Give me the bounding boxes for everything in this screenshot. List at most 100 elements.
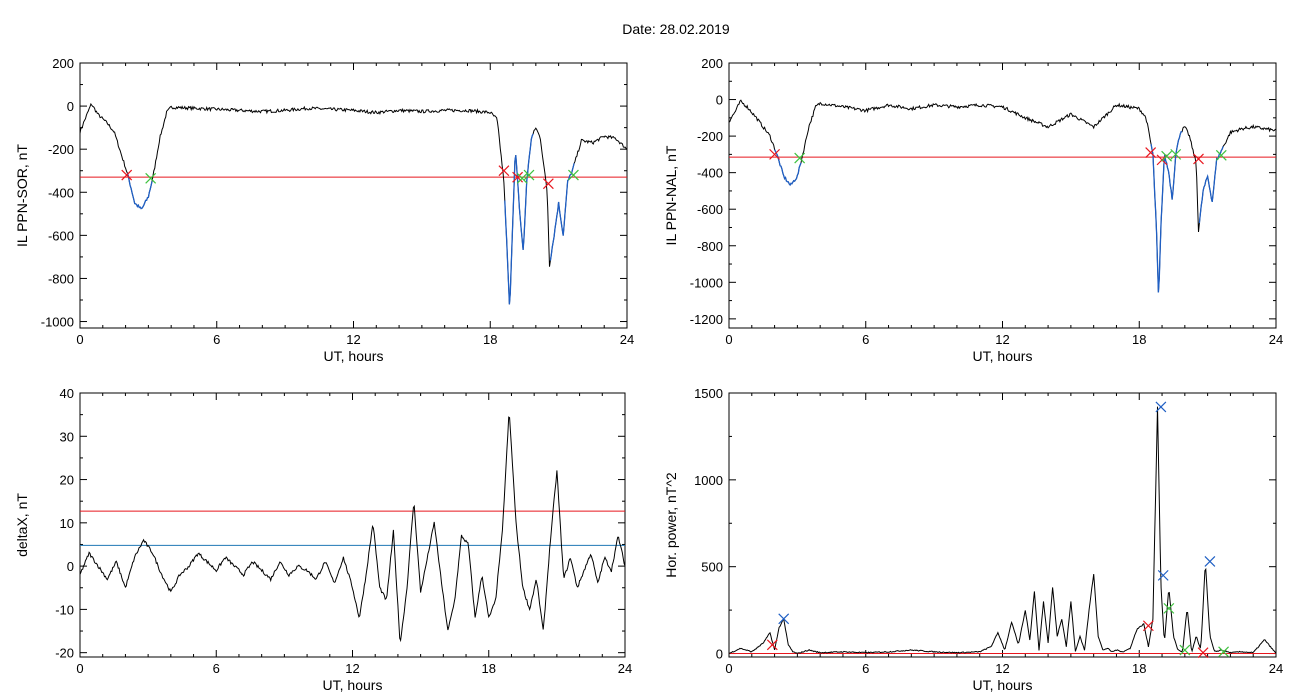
x-tick-label: 6 [862,661,869,676]
end-marker [1163,602,1175,614]
x-axis-label: UT, hours [323,677,383,693]
plot-area [80,416,625,643]
x-tick-label: 18 [1132,661,1146,676]
y-tick-label: -200 [48,142,74,157]
y-tick-label: 0 [67,559,74,574]
plot-frame [79,392,626,658]
highlight-segment [774,149,802,187]
y-tick-label: -200 [697,129,723,144]
highlight-segment [126,172,153,210]
y-tick-label: -600 [697,202,723,217]
y-tick-label: -600 [48,228,74,243]
start-marker [769,148,781,160]
x-tick-label: 12 [995,661,1009,676]
y-axis-label: IL PPN-SOR, nT [14,144,30,247]
x-tick-label: 18 [483,332,497,347]
start-marker [1145,147,1157,158]
y-tick-label: 40 [60,386,74,401]
start-marker [1156,154,1168,166]
y-tick-label: 0 [67,99,74,114]
chart-panel-2: 0 6 12 18 24 200 0 -200 -400 -600 -800 -1000 -1200 UT… [663,56,1283,364]
end-marker [145,172,157,184]
peak-marker [1155,401,1167,413]
highlight-segment [1198,146,1224,224]
end-marker [523,169,535,181]
figure-title: Date: 28.02.2019 [622,21,730,37]
x-tick-label: 0 [76,332,83,347]
plot-frame [79,62,628,329]
x-tick-label: 0 [725,661,732,676]
x-tick-label: 18 [1132,332,1146,347]
x-tick-label: 24 [1269,661,1283,676]
y-tick-label: -1000 [690,275,723,290]
end-marker [1170,148,1182,160]
x-tick-label: 18 [482,661,496,676]
plot-frame [728,62,1277,329]
series-line [80,102,627,305]
y-tick-label: -800 [48,271,74,286]
start-marker [1193,153,1204,165]
y-tick-label: -400 [697,166,723,181]
start-marker [1142,620,1154,632]
series-line [729,99,1276,293]
y-tick-label: 1500 [694,386,723,401]
end-marker [568,169,579,181]
start-marker [498,165,510,177]
end-marker [1218,646,1230,658]
plot-frame [728,392,1277,658]
y-tick-label: 20 [60,473,74,488]
y-axis-label: Hor. power, nT^2 [663,472,679,578]
chart-panel-3: 0 6 12 18 24 40 30 20 10 0 -10 -20 UT, hours deltaX, … [14,386,632,693]
x-tick-label: 24 [620,332,634,347]
y-tick-label: -800 [697,239,723,254]
end-marker [794,152,806,164]
highlight-segment [549,163,575,261]
end-marker [1215,149,1227,161]
x-tick-label: 6 [213,661,220,676]
chart-panel-1: 0 6 12 18 24 200 0 -200 -400 -600 -800 -1000 UT, hou… [14,56,634,364]
plot-area [729,99,1276,293]
y-tick-label: 1000 [694,473,723,488]
y-tick-label: 10 [60,516,74,531]
start-marker [512,171,524,183]
x-tick-label: 0 [76,661,83,676]
peak-marker [1157,569,1169,581]
end-marker [1161,150,1173,162]
x-tick-label: 6 [862,332,869,347]
y-tick-label: -10 [55,602,74,617]
y-axis-label: IL PPN-NAL, nT [663,145,679,245]
x-tick-label: 24 [618,661,632,676]
y-tick-label: 30 [60,429,74,444]
plot-area [729,406,1276,655]
plot-area [80,102,627,305]
y-tick-label: 500 [701,560,723,575]
y-tick-label: 200 [701,56,723,71]
start-marker [542,178,554,190]
start-marker [766,639,778,651]
peak-marker [1204,556,1216,567]
x-axis-label: UT, hours [973,677,1033,693]
highlight-segment [1150,131,1183,293]
peak-marker [778,613,790,625]
series-line [729,406,1276,654]
start-marker [121,169,133,181]
end-marker [1179,644,1191,656]
x-tick-label: 6 [213,332,220,347]
chart-panel-4: 0 6 12 18 24 1500 1000 500 0 UT, hours Hor. power,… [663,386,1283,693]
y-tick-label: -400 [48,185,74,200]
series-line [80,416,625,643]
start-marker [1197,647,1209,659]
x-axis-label: UT, hours [324,348,384,364]
y-tick-label: -20 [55,646,74,661]
x-tick-label: 24 [1269,332,1283,347]
y-tick-label: 0 [716,93,723,108]
y-tick-label: -1000 [41,315,74,330]
end-marker [516,172,528,184]
highlight-segment [504,133,534,305]
y-tick-label: 200 [52,56,74,71]
y-tick-label: -1200 [690,312,723,327]
y-tick-label: 0 [716,647,723,662]
x-tick-label: 12 [995,332,1009,347]
